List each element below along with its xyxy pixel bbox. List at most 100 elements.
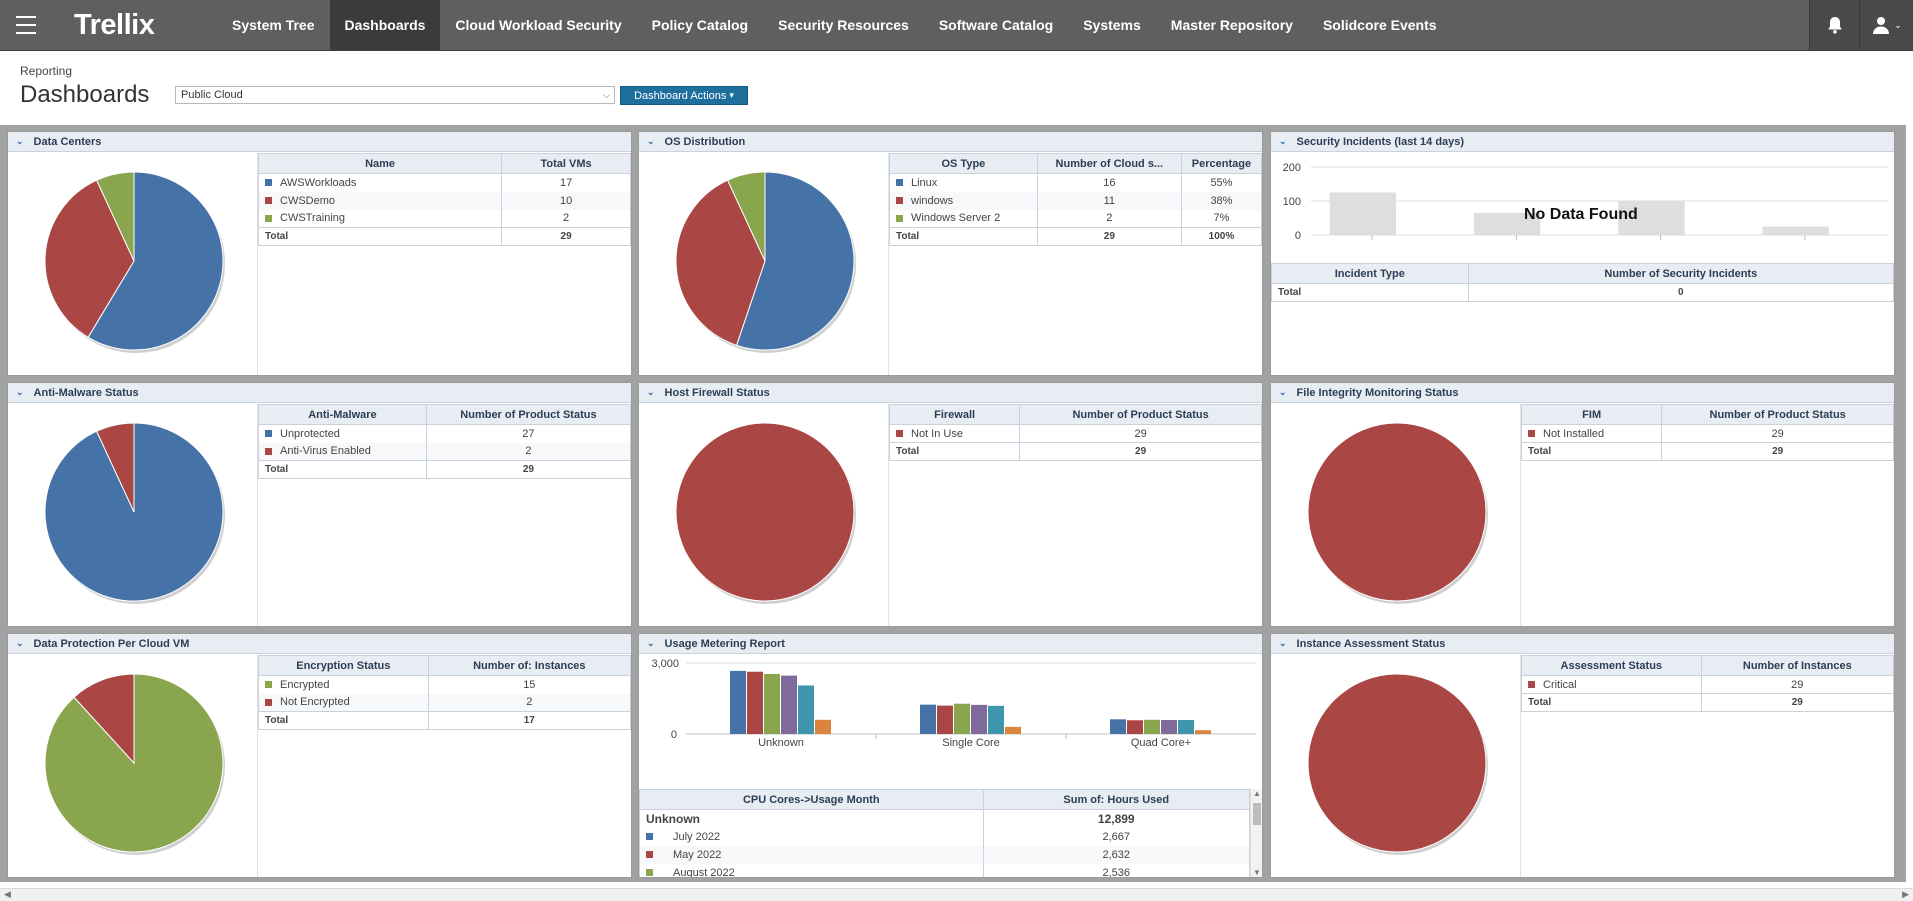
nav-item-dashboards[interactable]: Dashboards (329, 0, 441, 50)
table-row[interactable]: CWSDemo 10 (257, 191, 631, 210)
table-row[interactable]: July 2022 2,667 (639, 827, 1250, 846)
notifications-button[interactable] (1809, 0, 1859, 50)
column-header[interactable]: Number of: Instances (427, 655, 631, 676)
table-row[interactable]: Not Installed 29 (1520, 424, 1894, 443)
pie-slice-cwsdemo[interactable] (44, 179, 135, 338)
table-row[interactable]: AWSWorkloads 17 (257, 173, 631, 192)
nav-item-system-tree[interactable]: System Tree (232, 17, 315, 33)
panel-header[interactable]: ⌄ File Integrity Monitoring Status (1271, 383, 1894, 403)
column-header[interactable]: Name (257, 153, 503, 174)
pie-chart[interactable] (8, 404, 258, 627)
table-row[interactable]: Windows Server 2 2 7% (889, 209, 1262, 228)
usage-bar[interactable] (1178, 720, 1194, 734)
column-header[interactable]: Number of Product Status (1661, 404, 1894, 425)
usage-bar[interactable] (1195, 730, 1211, 734)
column-header[interactable]: OS Type (889, 153, 1038, 174)
pie-chart[interactable] (1271, 655, 1521, 878)
table-row[interactable]: May 2022 2,632 (639, 845, 1250, 864)
pie-slice-not-encrypted[interactable] (73, 673, 135, 765)
nav-item-master-repository[interactable]: Master Repository (1170, 17, 1293, 33)
horizontal-scrollbar[interactable]: ◀ ▶ (0, 888, 1913, 901)
scroll-down-icon[interactable]: ▼ (1253, 868, 1261, 877)
column-header[interactable]: Anti-Malware (258, 404, 427, 425)
column-header[interactable]: FIM (1520, 404, 1663, 425)
column-header[interactable]: Firewall (888, 404, 1021, 425)
trellix-logo[interactable]: Trellix (74, 8, 155, 41)
usage-bar[interactable] (971, 704, 987, 734)
menu-button[interactable] (0, 0, 52, 50)
collapse-chevron-icon[interactable]: ⌄ (1279, 387, 1287, 397)
usage-bar[interactable] (1005, 726, 1021, 734)
nav-item-systems[interactable]: Systems (1083, 17, 1141, 33)
column-header[interactable]: Number of Security Incidents (1467, 263, 1894, 284)
pie-slice-not-installed[interactable] (1307, 422, 1487, 602)
column-header[interactable]: Percentage (1180, 153, 1262, 174)
collapse-chevron-icon[interactable]: ⌄ (1279, 136, 1287, 146)
column-header[interactable]: Sum of: Hours Used (982, 789, 1250, 810)
panel-header[interactable]: ⌄ Security Incidents (last 14 days) (1271, 132, 1894, 152)
usage-bar[interactable] (1161, 720, 1177, 734)
table-row[interactable]: Not In Use 29 (888, 424, 1262, 443)
nav-item-security-resources[interactable]: Security Resources (778, 17, 909, 33)
table-row[interactable]: Unprotected 27 (258, 424, 631, 443)
usage-bar[interactable] (781, 675, 797, 734)
table-row[interactable]: windows 11 38% (889, 191, 1262, 210)
user-menu-button[interactable]: ⌄ (1859, 0, 1913, 50)
usage-bar[interactable] (1144, 719, 1160, 734)
group-row[interactable]: Unknown 12,899 (639, 809, 1250, 828)
collapse-chevron-icon[interactable]: ⌄ (16, 638, 24, 648)
collapse-chevron-icon[interactable]: ⌄ (16, 136, 24, 146)
usage-bar[interactable] (798, 685, 814, 734)
column-header[interactable]: Number of Instances (1700, 655, 1894, 676)
column-header[interactable]: Number of Cloud s... (1036, 153, 1182, 174)
collapse-chevron-icon[interactable]: ⌄ (16, 387, 24, 397)
nav-item-cloud-workload-security[interactable]: Cloud Workload Security (455, 17, 622, 33)
panel-header[interactable]: ⌄ Usage Metering Report (639, 634, 1262, 654)
pie-slice-cwstraining[interactable] (95, 171, 135, 262)
collapse-chevron-icon[interactable]: ⌄ (647, 387, 655, 397)
column-header[interactable]: Encryption Status (258, 655, 429, 676)
pie-slice-anti-virus-enabled[interactable] (95, 422, 135, 513)
pie-slice-windows-server-2[interactable] (726, 171, 766, 262)
usage-bar[interactable] (1110, 719, 1126, 734)
pie-chart[interactable] (639, 404, 889, 627)
pie-chart[interactable] (1271, 404, 1521, 627)
collapse-chevron-icon[interactable]: ⌄ (647, 136, 655, 146)
usage-bar[interactable] (747, 671, 763, 734)
panel-header[interactable]: ⌄ Host Firewall Status (639, 383, 1262, 403)
vertical-scrollbar[interactable]: ▲ ▼ (1250, 789, 1262, 877)
pie-slice-linux[interactable] (735, 171, 855, 351)
column-header[interactable]: Number of Product Status (1019, 404, 1262, 425)
table-row[interactable]: Encrypted 15 (258, 675, 631, 694)
panel-header[interactable]: ⌄ OS Distribution (639, 132, 1262, 152)
table-row[interactable]: CWSTraining 2 (257, 209, 631, 228)
collapse-chevron-icon[interactable]: ⌄ (647, 638, 655, 648)
dashboard-actions-button[interactable]: Dashboard Actions ▾ (620, 86, 748, 105)
pie-chart[interactable] (8, 655, 258, 878)
usage-bar[interactable] (988, 705, 1004, 734)
dashboard-select[interactable]: Public Cloud ⌵ (175, 86, 615, 104)
pie-slice-awsworkloads[interactable] (87, 171, 224, 351)
scrollbar-thumb[interactable] (1253, 803, 1261, 825)
table-row[interactable]: Linux 16 55% (889, 173, 1262, 192)
usage-bar[interactable] (815, 719, 831, 734)
collapse-chevron-icon[interactable]: ⌄ (1279, 638, 1287, 648)
scroll-up-icon[interactable]: ▲ (1253, 789, 1261, 798)
pie-chart[interactable] (639, 153, 889, 376)
breadcrumb[interactable]: Reporting (20, 64, 73, 78)
table-row[interactable]: Anti-Virus Enabled 2 (258, 442, 631, 461)
nav-item-software-catalog[interactable]: Software Catalog (938, 17, 1054, 33)
column-header[interactable]: Number of Product Status (425, 404, 631, 425)
usage-bar[interactable] (1127, 720, 1143, 734)
usage-bar[interactable] (937, 705, 953, 734)
usage-bar[interactable] (954, 703, 970, 734)
table-row[interactable]: August 2022 2,536 (639, 863, 1250, 877)
nav-item-solidcore-events[interactable]: Solidcore Events (1322, 17, 1437, 33)
panel-header[interactable]: ⌄ Data Centers (8, 132, 631, 152)
pie-slice-critical[interactable] (1307, 673, 1487, 853)
pie-slice-windows[interactable] (675, 179, 766, 346)
usage-bar[interactable] (920, 704, 936, 734)
usage-bar[interactable] (764, 673, 780, 734)
column-header[interactable]: Assessment Status (1521, 655, 1702, 676)
panel-header[interactable]: ⌄ Data Protection Per Cloud VM (8, 634, 631, 654)
